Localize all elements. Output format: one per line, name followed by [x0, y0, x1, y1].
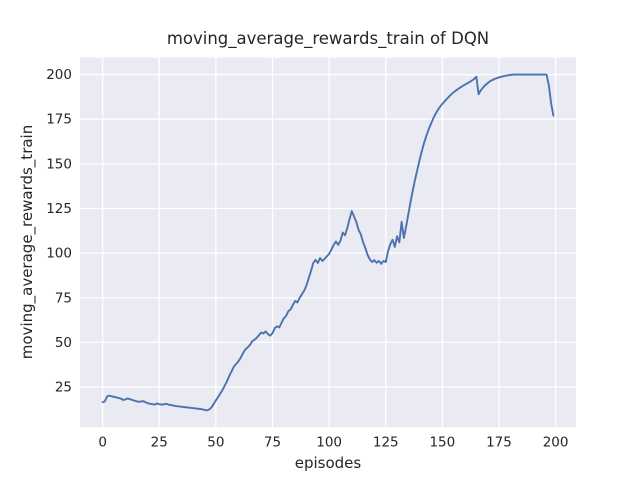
y-tick-label: 200: [46, 67, 72, 83]
x-tick-label: 150: [429, 435, 455, 451]
x-axis-label: episodes: [294, 454, 362, 472]
x-tick-label: 125: [373, 435, 399, 451]
y-tick-label: 25: [55, 380, 72, 396]
y-tick-label: 150: [46, 156, 72, 172]
x-tick-label: 75: [264, 435, 281, 451]
y-tick-label: 125: [46, 201, 72, 217]
y-tick-label: 100: [46, 246, 72, 262]
x-tick-label: 0: [98, 435, 107, 451]
x-tick-label: 50: [207, 435, 224, 451]
y-tick-label: 175: [46, 112, 72, 128]
y-tick-label: 50: [55, 335, 72, 351]
x-tick-label: 175: [486, 435, 512, 451]
plot-area: [80, 57, 576, 428]
x-tick-label: 25: [151, 435, 168, 451]
x-tick-label: 200: [543, 435, 569, 451]
series-line: [101, 73, 555, 412]
chart-title: moving_average_rewards_train of DQN: [166, 29, 490, 48]
y-tick-label: 75: [55, 290, 72, 306]
y-axis-label: moving_average_rewards_train: [18, 124, 36, 360]
x-tick-label: 100: [316, 435, 342, 451]
